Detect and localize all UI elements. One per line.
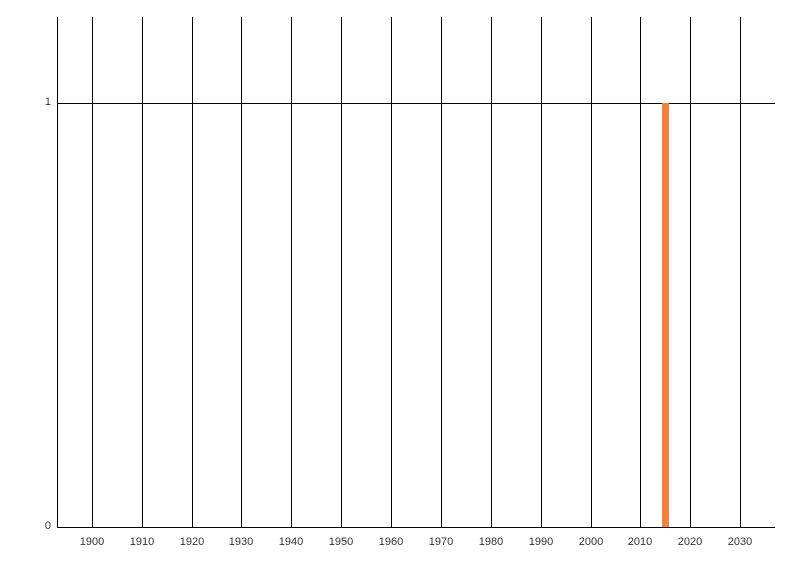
gridline-vertical-1970 (441, 17, 442, 527)
bar-2015[interactable] (662, 103, 669, 527)
gridline-vertical-2020 (690, 17, 691, 527)
x-tick-label-1940: 1940 (278, 536, 304, 548)
x-tick-label-1920: 1920 (179, 536, 205, 548)
gridline-vertical-2010 (640, 17, 641, 527)
x-tick-label-1900: 1900 (79, 536, 105, 548)
x-tick-label-1950: 1950 (328, 536, 354, 548)
gridline-vertical-1930 (241, 17, 242, 527)
gridline-vertical-1910 (142, 17, 143, 527)
x-tick-label-2020: 2020 (677, 536, 703, 548)
x-tick-label-1910: 1910 (129, 536, 155, 548)
gridline-vertical-2030 (740, 17, 741, 527)
gridline-vertical-1940 (291, 17, 292, 527)
gridline-vertical-1920 (192, 17, 193, 527)
x-tick-label-1990: 1990 (528, 536, 554, 548)
x-tick-label-2000: 2000 (578, 536, 604, 548)
gridline-vertical-1980 (491, 17, 492, 527)
gridline-horizontal-1 (57, 103, 775, 104)
y-tick-label-1: 1 (44, 96, 51, 108)
x-tick-label-1930: 1930 (228, 536, 254, 548)
y-tick-label-0: 0 (44, 520, 51, 532)
x-tick-label-1960: 1960 (378, 536, 404, 548)
x-tick-label-1970: 1970 (428, 536, 454, 548)
gridline-vertical-1900 (92, 17, 93, 527)
gridline-vertical-1950 (341, 17, 342, 527)
x-tick-label-2010: 2010 (627, 536, 653, 548)
gridline-vertical-2000 (591, 17, 592, 527)
gridline-vertical-1990 (541, 17, 542, 527)
y-axis-line (57, 17, 58, 528)
x-tick-label-2030: 2030 (727, 536, 753, 548)
gridline-vertical-1960 (391, 17, 392, 527)
x-axis-line (57, 527, 775, 528)
x-tick-label-1980: 1980 (478, 536, 504, 548)
